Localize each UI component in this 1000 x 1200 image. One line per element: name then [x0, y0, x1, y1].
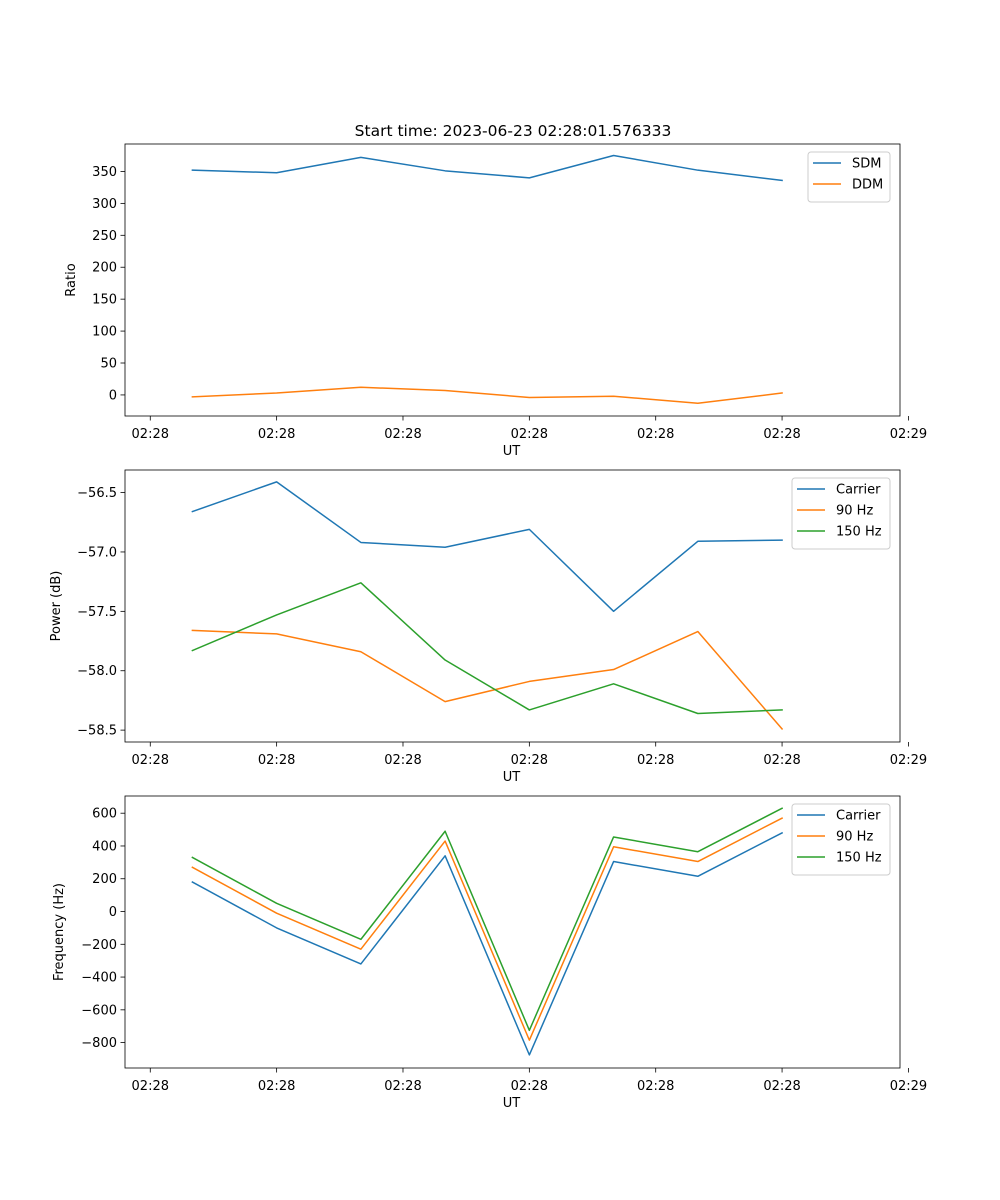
- ratio-series-ddm-line: [191, 386, 783, 404]
- power-x-tick-label: 02:28: [384, 753, 421, 768]
- frequency-y-tick-label: 400: [92, 839, 117, 854]
- power-legend-label-150-hz: 150 Hz: [836, 525, 882, 540]
- frequency-x-tick-label: 02:28: [637, 1079, 674, 1094]
- power-y-tick-label: −57.5: [77, 605, 117, 620]
- ratio-y-tick-label: 100: [92, 325, 117, 340]
- power-y-tick-label: −56.5: [77, 486, 117, 501]
- frequency-axes-frame: [124, 795, 901, 1069]
- frequency-series-150-hz-line: [191, 807, 784, 1032]
- frequency-panel: 02:28 02:28 02:28 02:28 02:28 02:28 02:29 600 40…: [52, 795, 927, 1111]
- power-y-tick-label: −58.0: [77, 664, 117, 679]
- ratio-axes-frame: [124, 143, 901, 417]
- frequency-series-90-hz-line: [191, 817, 784, 1041]
- ratio-legend-box: [807, 151, 891, 203]
- frequency-y-tick-label: −600: [81, 1003, 117, 1018]
- frequency-x-tick-label: 02:28: [258, 1079, 295, 1094]
- ratio-y-tick-label: 350: [92, 165, 117, 180]
- frequency-y-tick-label: −400: [81, 971, 117, 986]
- ratio-legend-label-ddm: DDM: [852, 178, 883, 193]
- power-x-axis-label: UT: [503, 770, 521, 785]
- ratio-y-tick-label: 300: [92, 197, 117, 212]
- power-x-tick-label: 02:28: [763, 753, 800, 768]
- ratio-y-tick-label: 250: [92, 229, 117, 244]
- frequency-y-tick-label: 0: [109, 905, 117, 920]
- power-x-tick-label: 02:28: [258, 753, 295, 768]
- frequency-y-tick-label: −800: [81, 1036, 117, 1051]
- frequency-y-axis-label: Frequency (Hz): [52, 883, 67, 981]
- ratio-y-tick-label: 150: [92, 293, 117, 308]
- ratio-x-tick-label: 02:28: [637, 427, 674, 442]
- frequency-x-tick-label: 02:28: [132, 1079, 169, 1094]
- ratio-panel: 02:28 02:28 02:28 02:28 02:28 02:28 02:29 0 50 10…: [64, 143, 927, 459]
- ratio-x-tick-label: 02:28: [384, 427, 421, 442]
- power-panel: 02:28 02:28 02:28 02:28 02:28 02:28 02:29 −56.5…: [49, 469, 927, 785]
- power-y-tick-label: −57.0: [77, 545, 117, 560]
- power-series-90-hz-line: [191, 629, 784, 730]
- figure-title: Start time: 2023-06-23 02:28:01.576333: [355, 122, 672, 140]
- power-axes-frame: [124, 469, 901, 743]
- ratio-x-tick-label: 02:28: [763, 427, 800, 442]
- power-y-axis-label: Power (dB): [49, 571, 64, 642]
- frequency-x-axis-label: UT: [503, 1096, 521, 1111]
- frequency-series-carrier-line: [191, 831, 784, 1056]
- power-legend-label-carrier: Carrier: [836, 483, 881, 498]
- ratio-x-tick-label: 02:28: [258, 427, 295, 442]
- power-legend-label-90-hz: 90 Hz: [836, 504, 873, 519]
- frequency-x-tick-label: 02:28: [763, 1079, 800, 1094]
- frequency-y-tick-label: 600: [92, 807, 117, 822]
- ratio-x-tick-label: 02:29: [890, 427, 927, 442]
- ratio-legend-label-sdm: SDM: [852, 157, 881, 172]
- frequency-legend: Carrier 90 Hz 150 Hz: [791, 803, 891, 876]
- ratio-y-tick-label: 200: [92, 261, 117, 276]
- ratio-x-axis-label: UT: [503, 444, 521, 459]
- frequency-legend-label-150-hz: 150 Hz: [836, 851, 882, 866]
- frequency-y-tick-label: −200: [81, 938, 117, 953]
- power-series-carrier-line: [191, 481, 783, 613]
- frequency-x-tick-label: 02:28: [511, 1079, 548, 1094]
- frequency-x-tick-label: 02:29: [890, 1079, 927, 1094]
- frequency-x-tick-label: 02:28: [384, 1079, 421, 1094]
- power-legend: Carrier 90 Hz 150 Hz: [791, 477, 891, 550]
- frequency-legend-label-90-hz: 90 Hz: [836, 830, 873, 845]
- power-x-tick-label: 02:28: [511, 753, 548, 768]
- power-series-150-hz-line: [191, 582, 783, 715]
- ratio-x-tick-label: 02:28: [511, 427, 548, 442]
- ratio-legend: SDM DDM: [807, 151, 891, 203]
- frequency-legend-label-carrier: Carrier: [836, 809, 881, 824]
- power-x-tick-label: 02:28: [637, 753, 674, 768]
- ratio-series-sdm-line: [191, 154, 783, 182]
- ratio-y-tick-label: 50: [100, 357, 117, 372]
- ratio-y-tick-label: 0: [109, 388, 117, 403]
- power-y-tick-label: −58.5: [77, 724, 117, 739]
- ratio-x-tick-label: 02:28: [132, 427, 169, 442]
- ratio-y-axis-label: Ratio: [64, 263, 79, 296]
- frequency-y-tick-label: 200: [92, 872, 117, 887]
- power-x-tick-label: 02:29: [890, 753, 927, 768]
- power-x-tick-label: 02:28: [132, 753, 169, 768]
